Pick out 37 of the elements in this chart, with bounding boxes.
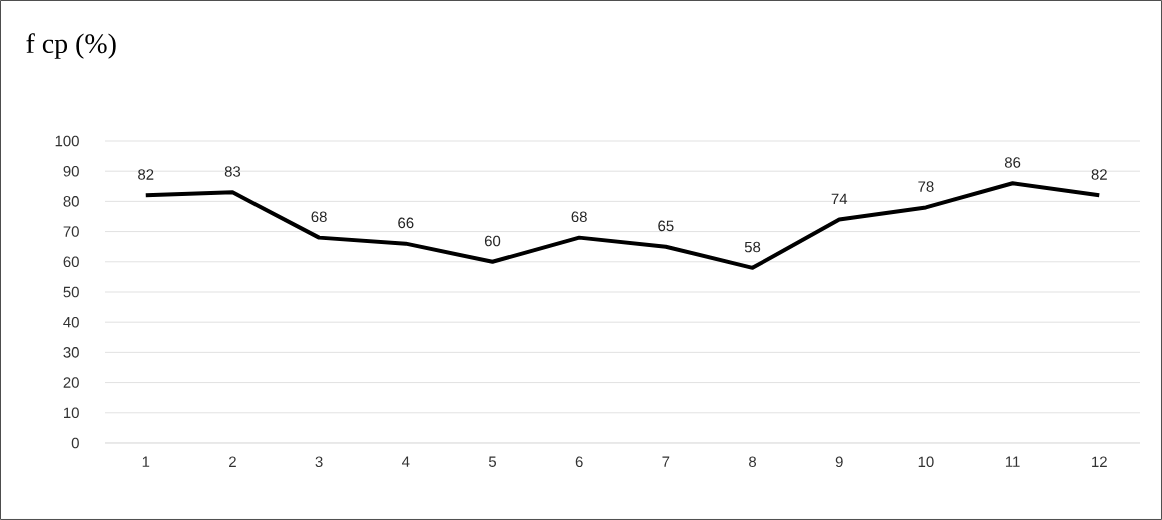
x-tick-label: 1 [142, 456, 150, 467]
data-label: 74 [831, 193, 848, 204]
x-tick-label: 11 [1005, 456, 1020, 467]
y-tick-label: 30 [63, 347, 79, 358]
y-tick-label: 20 [63, 377, 79, 388]
data-label: 66 [398, 217, 414, 229]
y-tick-label: 100 [55, 135, 79, 147]
x-tick-label: 8 [749, 456, 757, 468]
data-label: 86 [1004, 157, 1021, 168]
data-label: 78 [918, 181, 934, 192]
x-tick-label: 9 [835, 456, 843, 468]
x-tick-label: 3 [315, 456, 323, 468]
y-tick-label: 80 [63, 196, 79, 207]
data-label: 82 [1091, 169, 1107, 180]
y-tick-label: 70 [63, 226, 79, 237]
x-tick-label: 5 [488, 456, 497, 467]
chart-title: f cp (%) [26, 33, 116, 59]
data-label: 82 [138, 169, 154, 180]
data-label: 68 [571, 211, 587, 223]
x-tick-label: 6 [575, 456, 583, 468]
y-tick-label: 10 [64, 407, 79, 419]
x-tick-label: 7 [662, 456, 670, 467]
x-tick-label: 4 [401, 456, 410, 467]
data-label: 83 [224, 166, 241, 177]
line-series [143, 181, 1102, 270]
y-tick-label: 50 [63, 286, 79, 298]
data-label: 60 [484, 235, 501, 247]
y-tick-label: 90 [63, 165, 79, 177]
y-tick-label: 0 [71, 437, 79, 449]
x-tick-label: 12 [1092, 456, 1107, 467]
data-label: 68 [311, 211, 327, 223]
data-label: 65 [658, 220, 674, 232]
y-tick-label: 40 [63, 316, 79, 328]
x-tick-label: 10 [918, 456, 934, 468]
x-tick-label: 2 [229, 456, 236, 467]
y-tick-label: 60 [63, 256, 79, 268]
data-label: 58 [744, 241, 761, 253]
